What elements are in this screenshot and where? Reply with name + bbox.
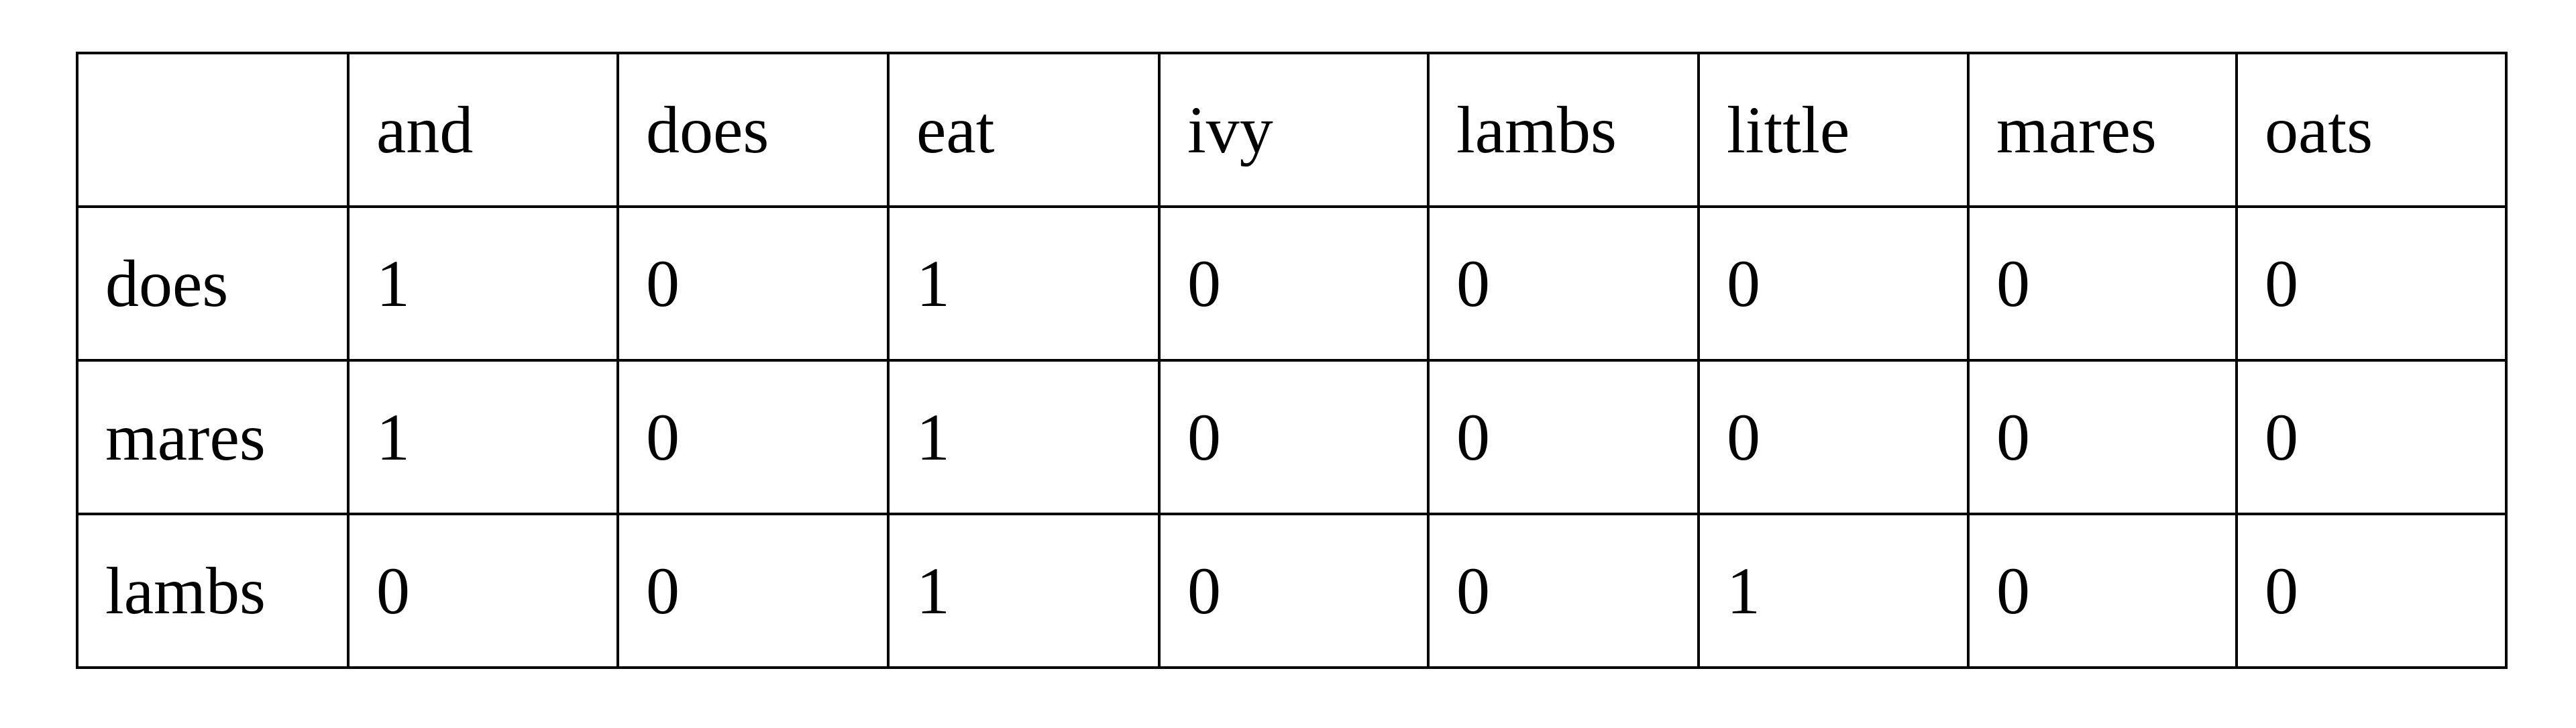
table-cell: 0	[1697, 359, 1970, 515]
table-cell: 0	[1427, 513, 1700, 669]
row-header-lambs: lambs	[76, 513, 350, 669]
table-cell: 1	[887, 513, 1161, 669]
table-cell: 0	[1697, 205, 1970, 362]
corner-cell	[76, 52, 350, 208]
table-cell: 0	[616, 205, 890, 362]
table-cell: 1	[347, 205, 619, 362]
table-cell: 0	[1427, 205, 1700, 362]
column-header-little: little	[1697, 52, 1970, 208]
row-header-mares: mares	[76, 359, 350, 515]
table-cell: 0	[616, 513, 890, 669]
table-cell: 0	[1158, 205, 1430, 362]
table-cell: 0	[2235, 359, 2508, 515]
row-header-does: does	[76, 205, 350, 362]
table-cell: 1	[887, 359, 1161, 515]
column-header-lambs: lambs	[1427, 52, 1700, 208]
table-cell: 0	[2235, 513, 2508, 669]
table-cell: 0	[1967, 205, 2238, 362]
table-cell: 0	[347, 513, 619, 669]
column-header-and: and	[347, 52, 619, 208]
table-cell: 0	[1158, 359, 1430, 515]
table-row: does 1 0 1 0 0 0 0 0	[76, 205, 2508, 362]
table-cell: 0	[616, 359, 890, 515]
co-occurrence-table: and does eat ivy lambs little mares oats…	[76, 52, 2508, 669]
table-cell: 1	[1697, 513, 1970, 669]
table-cell: 0	[1158, 513, 1430, 669]
table-cell: 1	[887, 205, 1161, 362]
header-row: and does eat ivy lambs little mares oats	[76, 52, 2508, 208]
column-header-mares: mares	[1967, 52, 2238, 208]
table-cell: 0	[1967, 359, 2238, 515]
table-row: lambs 0 0 1 0 0 1 0 0	[76, 513, 2508, 669]
table-cell: 0	[1967, 513, 2238, 669]
table-cell: 1	[347, 359, 619, 515]
column-header-does: does	[616, 52, 890, 208]
table-row: mares 1 0 1 0 0 0 0 0	[76, 359, 2508, 515]
table-cell: 0	[2235, 205, 2508, 362]
column-header-eat: eat	[887, 52, 1161, 208]
column-header-ivy: ivy	[1158, 52, 1430, 208]
table-cell: 0	[1427, 359, 1700, 515]
column-header-oats: oats	[2235, 52, 2508, 208]
